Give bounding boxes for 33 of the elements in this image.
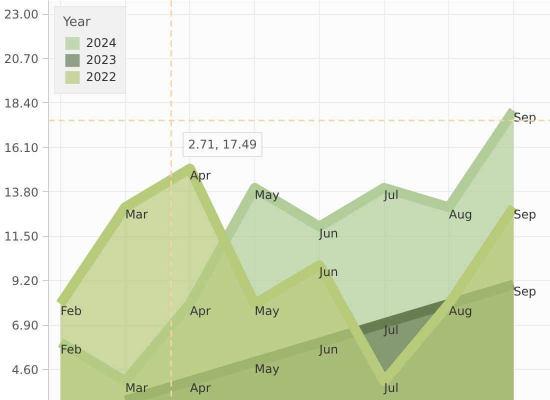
data-label: Aug (448, 304, 472, 318)
data-label: May (254, 304, 280, 318)
y-tick-label: 13.80 (4, 185, 39, 200)
y-tick-label: 4.60 (12, 363, 38, 378)
data-label: Jul (383, 188, 399, 202)
data-label: Jun (318, 265, 338, 280)
data-label: Jul (383, 381, 399, 396)
data-label: Sep (514, 284, 536, 299)
data-label: Sep (514, 207, 536, 222)
y-tick-label: 11.50 (4, 230, 39, 244)
data-label: Aug (448, 207, 472, 222)
legend-label: 2024 (86, 35, 117, 51)
data-label: Feb (60, 304, 82, 318)
data-label: Jun (318, 342, 338, 357)
data-label: May (254, 188, 280, 202)
y-tick-label: 9.20 (12, 274, 38, 288)
annotation: 2.71, 17.49 (188, 138, 257, 152)
data-label: Apr (190, 381, 211, 396)
y-tick-label: 6.90 (12, 318, 38, 333)
data-label: Apr (190, 304, 211, 318)
legend-label: 2022 (86, 69, 117, 85)
data-label: Jun (318, 226, 338, 241)
y-tick-label: 18.40 (4, 96, 39, 110)
legend-label: 2023 (86, 52, 117, 68)
data-label: Mar (125, 381, 148, 396)
data-label: May (254, 362, 280, 376)
data-label: Feb (60, 342, 82, 357)
data-label: Jul (383, 323, 399, 338)
data-label: Mar (125, 207, 148, 222)
y-tick-label: 20.70 (4, 52, 39, 66)
legend-title: Year (63, 15, 92, 30)
y-tick-label: 16.10 (4, 140, 39, 155)
y-tick-label: 23.00 (4, 8, 39, 22)
